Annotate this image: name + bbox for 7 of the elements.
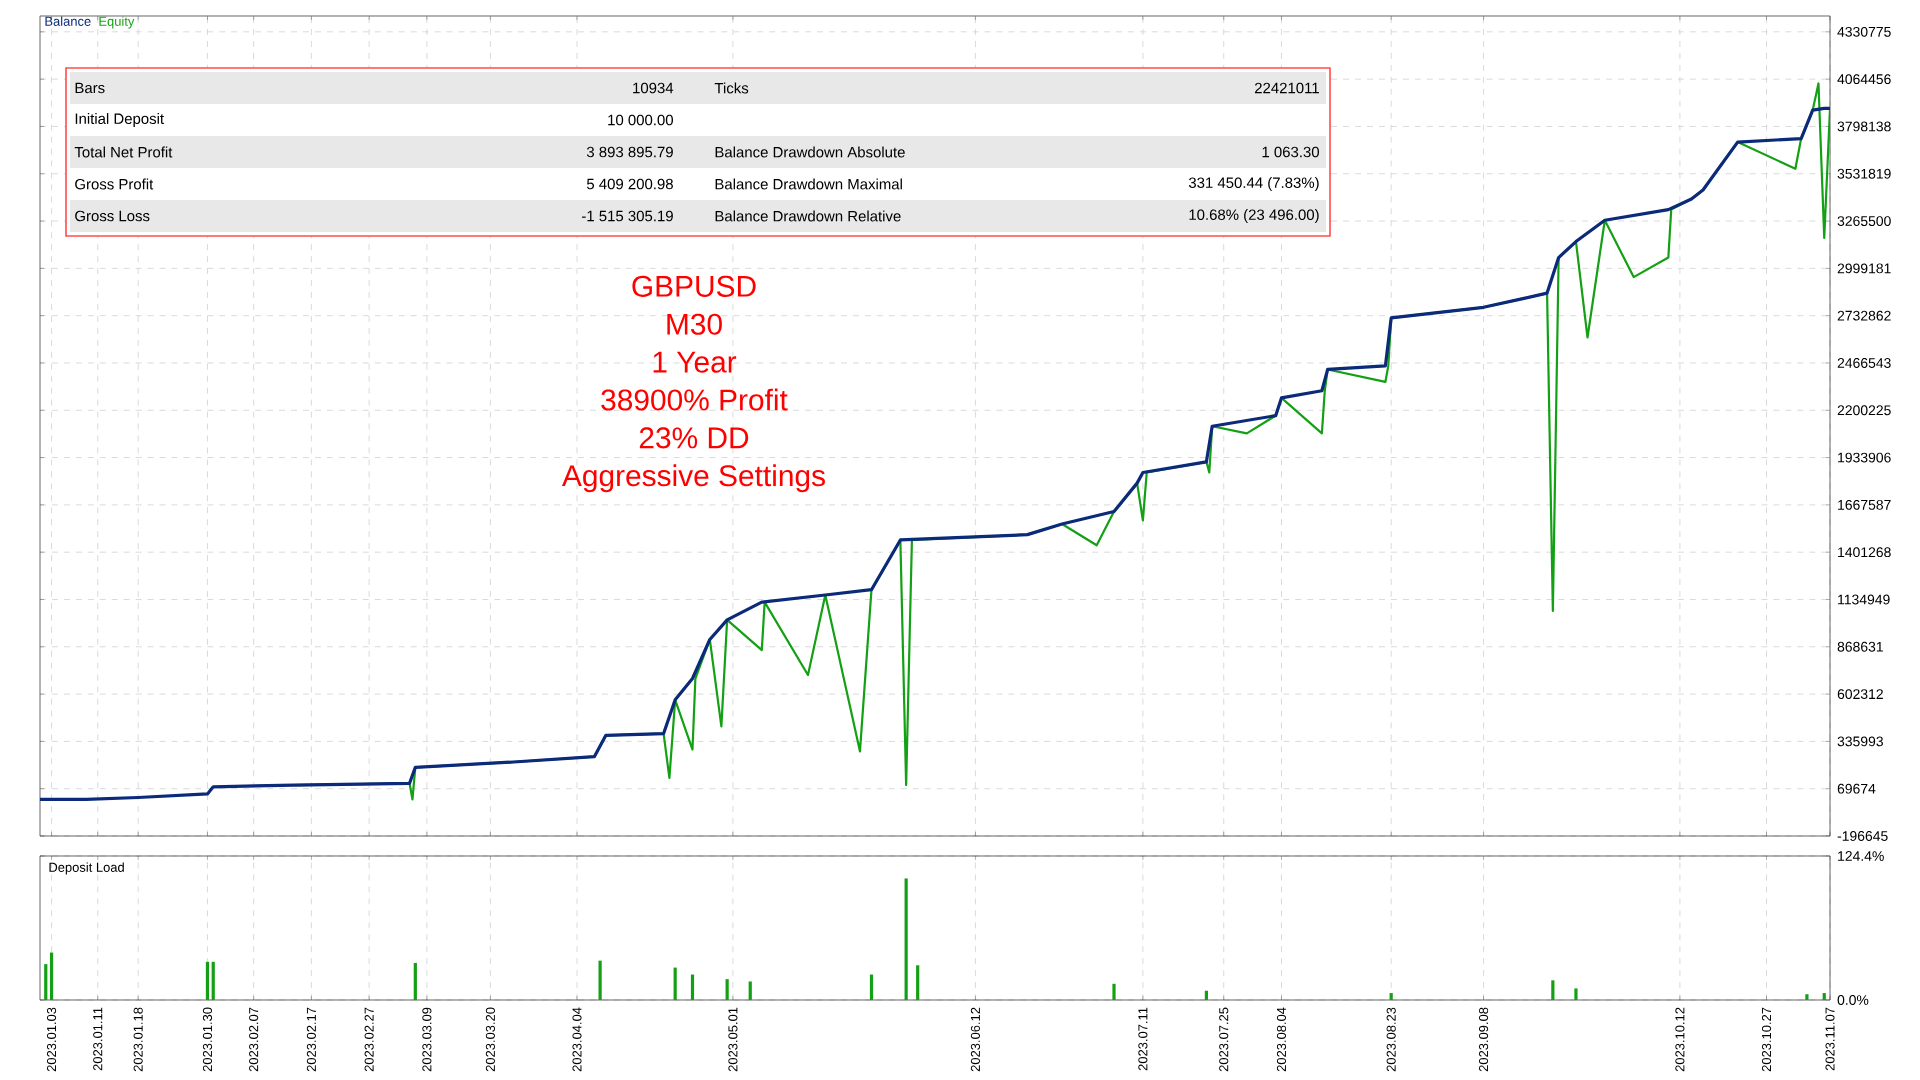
annotation: 23% DD: [639, 427, 749, 449]
annotation: M30: [667, 313, 722, 335]
line-series: [40, 106, 1831, 801]
annotation: GBPUSD: [632, 275, 756, 297]
annotation: 1 Year: [653, 351, 737, 373]
annotation: 38900% Profit: [601, 388, 788, 411]
annotation: Aggressive Settings: [562, 464, 825, 493]
